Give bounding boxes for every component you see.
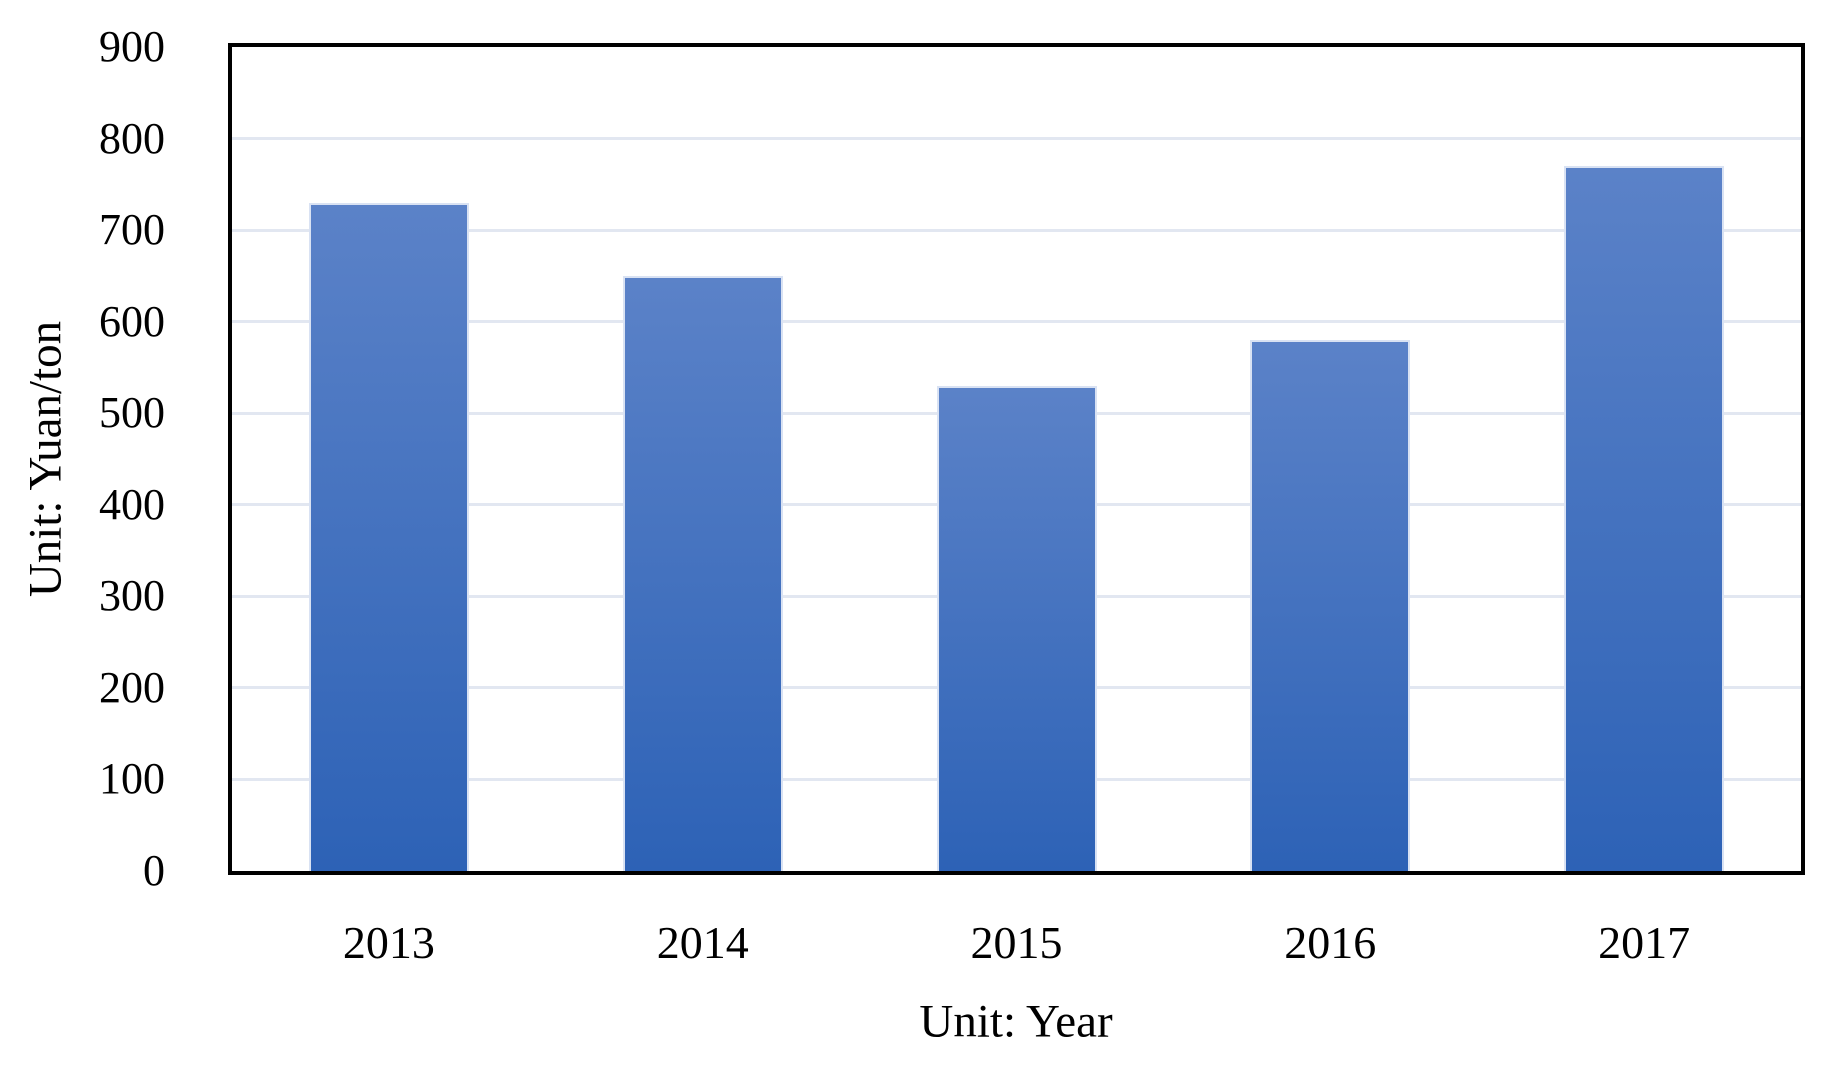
- y-tick-600: 600: [99, 296, 165, 346]
- x-tick-2016: 2016: [1284, 917, 1377, 968]
- bar-2017: [1564, 166, 1725, 871]
- y-axis-title: Unit: Yuan/ton: [19, 320, 72, 598]
- bar-2014: [622, 275, 783, 871]
- x-axis-title: Unit: Year: [919, 995, 1113, 1048]
- y-tick-500: 500: [99, 388, 165, 438]
- y-tick-800: 800: [99, 113, 165, 163]
- gridline-600: [232, 320, 1801, 324]
- x-tick-2013: 2013: [342, 917, 435, 968]
- y-tick-200: 200: [99, 662, 165, 712]
- bar-2013: [308, 202, 469, 871]
- x-tick-2015: 2015: [970, 917, 1063, 968]
- x-tick-2014: 2014: [656, 917, 749, 968]
- x-tick-2017: 2017: [1598, 917, 1691, 968]
- y-tick-300: 300: [99, 571, 165, 621]
- plot-area: [228, 43, 1805, 875]
- gridline-800: [232, 137, 1801, 141]
- gridline-700: [232, 228, 1801, 232]
- y-tick-900: 900: [99, 22, 165, 71]
- bar-2016: [1250, 339, 1411, 871]
- y-tick-400: 400: [99, 479, 165, 529]
- y-tick-100: 100: [99, 754, 165, 804]
- y-tick-0: 0: [143, 846, 165, 895]
- y-tick-700: 700: [99, 205, 165, 255]
- bar-2015: [936, 385, 1097, 871]
